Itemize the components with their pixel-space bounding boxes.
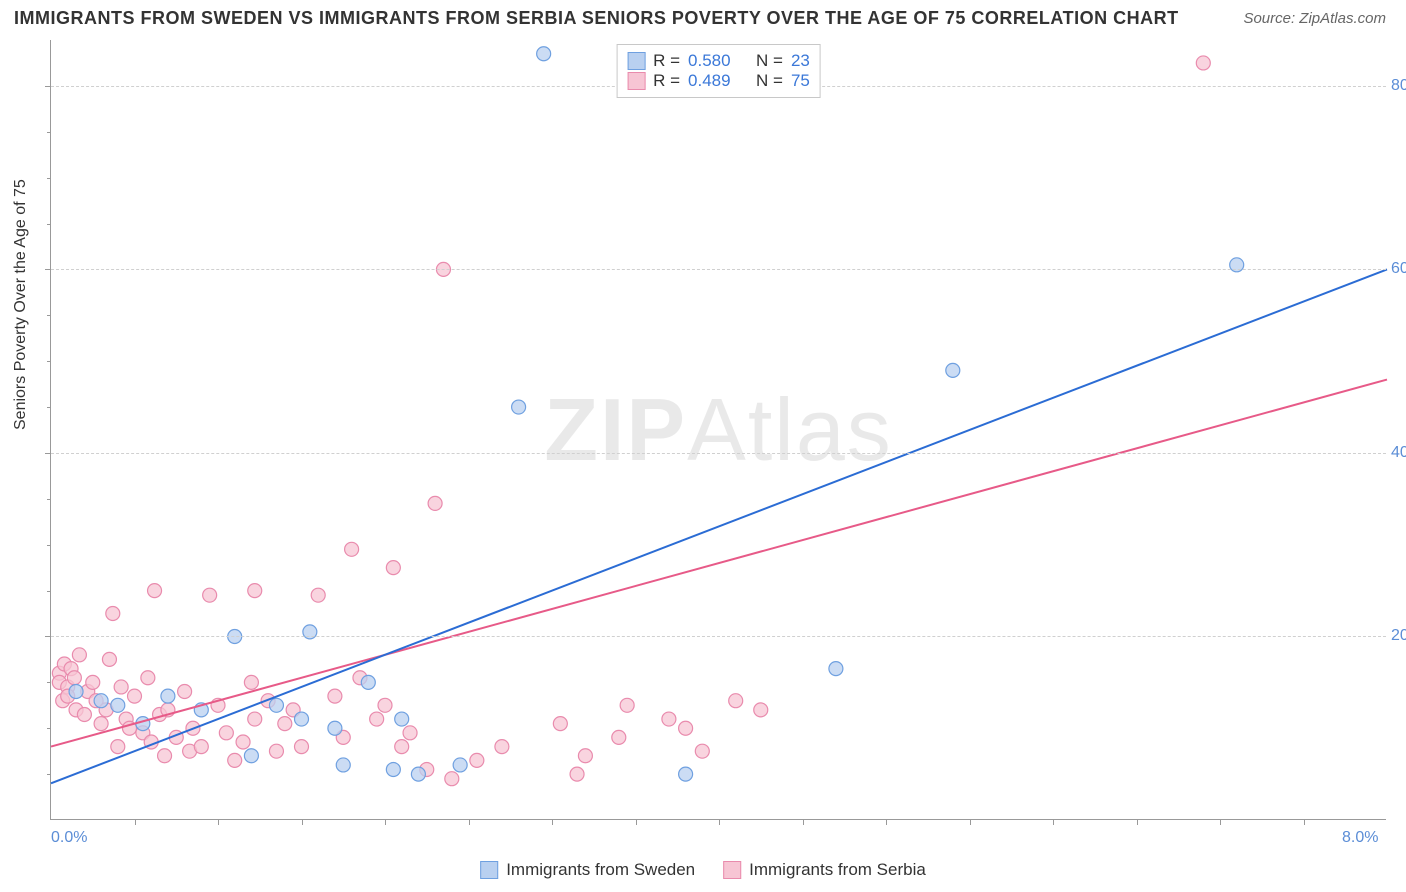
y-tick-label: 40.0% [1391, 444, 1406, 462]
data-point [72, 648, 86, 662]
data-point [620, 698, 634, 712]
legend-row: R =0.489N =75 [627, 71, 810, 91]
data-point [94, 717, 108, 731]
data-point [578, 749, 592, 763]
data-point [194, 740, 208, 754]
trend-line [51, 269, 1387, 783]
data-point [141, 671, 155, 685]
legend-item: Immigrants from Serbia [723, 860, 926, 880]
legend-swatch [480, 861, 498, 879]
data-point [1196, 56, 1210, 70]
x-tick-label: 8.0% [1342, 829, 1378, 847]
data-point [328, 721, 342, 735]
data-point [612, 730, 626, 744]
data-point [328, 689, 342, 703]
data-point [106, 607, 120, 621]
series-legend: Immigrants from Sweden Immigrants from Se… [480, 860, 926, 880]
data-point [295, 740, 309, 754]
data-point [336, 758, 350, 772]
y-axis-label: Seniors Poverty Over the Age of 75 [12, 179, 30, 430]
data-point [829, 662, 843, 676]
y-tick-label: 80.0% [1391, 77, 1406, 95]
trend-line [51, 380, 1387, 747]
data-point [248, 712, 262, 726]
data-point [553, 717, 567, 731]
data-point [244, 675, 258, 689]
data-point [570, 767, 584, 781]
data-point [662, 712, 676, 726]
data-point [295, 712, 309, 726]
data-point [386, 561, 400, 575]
gridline [51, 453, 1386, 454]
data-point [311, 588, 325, 602]
data-point [695, 744, 709, 758]
gridline [51, 636, 1386, 637]
data-point [86, 675, 100, 689]
data-point [248, 584, 262, 598]
data-point [278, 717, 292, 731]
gridline [51, 269, 1386, 270]
data-point [203, 588, 217, 602]
chart-plot-area: ZIPAtlas R =0.580N =23R =0.489N =75 20.0… [50, 40, 1386, 820]
data-point [128, 689, 142, 703]
data-point [269, 698, 283, 712]
data-point [512, 400, 526, 414]
data-point [470, 753, 484, 767]
data-point [67, 671, 81, 685]
legend-item: Immigrants from Sweden [480, 860, 695, 880]
data-point [378, 698, 392, 712]
data-point [361, 675, 375, 689]
data-point [219, 726, 233, 740]
data-point [679, 767, 693, 781]
data-point [94, 694, 108, 708]
data-point [77, 707, 91, 721]
data-point [178, 685, 192, 699]
data-point [102, 652, 116, 666]
data-point [269, 744, 283, 758]
data-point [345, 542, 359, 556]
data-point [428, 496, 442, 510]
data-point [236, 735, 250, 749]
legend-swatch [627, 72, 645, 90]
chart-title: IMMIGRANTS FROM SWEDEN VS IMMIGRANTS FRO… [14, 8, 1179, 29]
data-point [395, 740, 409, 754]
data-point [495, 740, 509, 754]
data-point [158, 749, 172, 763]
data-point [228, 753, 242, 767]
data-point [411, 767, 425, 781]
data-point [111, 698, 125, 712]
data-point [161, 689, 175, 703]
data-point [754, 703, 768, 717]
data-point [729, 694, 743, 708]
legend-label: Immigrants from Serbia [749, 860, 926, 880]
correlation-legend: R =0.580N =23R =0.489N =75 [616, 44, 821, 98]
data-point [946, 363, 960, 377]
legend-swatch [627, 52, 645, 70]
x-tick-label: 0.0% [51, 829, 87, 847]
legend-row: R =0.580N =23 [627, 51, 810, 71]
data-point [453, 758, 467, 772]
source-attribution: Source: ZipAtlas.com [1243, 10, 1386, 27]
data-point [69, 685, 83, 699]
data-point [114, 680, 128, 694]
data-point [111, 740, 125, 754]
legend-label: Immigrants from Sweden [506, 860, 695, 880]
data-point [244, 749, 258, 763]
y-tick-label: 20.0% [1391, 627, 1406, 645]
data-point [395, 712, 409, 726]
data-point [370, 712, 384, 726]
data-point [445, 772, 459, 786]
data-point [386, 763, 400, 777]
y-tick-label: 60.0% [1391, 260, 1406, 278]
data-point [679, 721, 693, 735]
data-point [403, 726, 417, 740]
plot-svg [51, 40, 1386, 819]
data-point [148, 584, 162, 598]
legend-swatch [723, 861, 741, 879]
data-point [537, 47, 551, 61]
